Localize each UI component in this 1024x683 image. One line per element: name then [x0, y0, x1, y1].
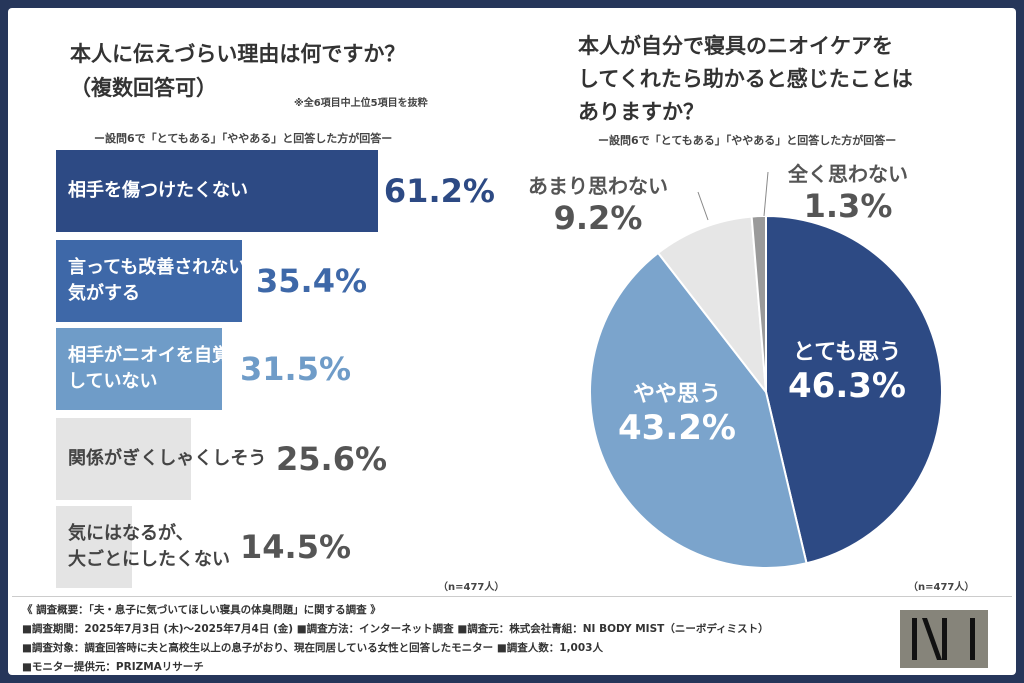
pie-label: やや思う 43.2%	[618, 376, 736, 448]
bar-label: 相手を傷つけたくない	[68, 178, 248, 204]
bar-label-line: 関係がぎくしゃくしそう	[68, 448, 267, 469]
pie-slice	[765, 214, 943, 565]
logo-mark	[912, 618, 975, 660]
bar-label: 関係がぎくしゃくしそう	[68, 446, 266, 472]
slice-value: 46.3%	[788, 366, 906, 406]
slice-value: 43.2%	[618, 408, 736, 448]
bar-label-line: 気にはなるが、	[68, 523, 194, 544]
bar-subtitle: ー設問6で「とてもある」「ややある」と回答した方が回答ー	[94, 132, 393, 145]
ni-logo	[900, 610, 988, 668]
pie-title-line: 本人が自分で寝具のニオイケアを	[578, 34, 893, 58]
bar-label-line: 相手がニオイを自覚	[68, 345, 230, 366]
footer-line: 《 調査概要：「夫・息子に気づいてほしい寝具の体臭問題」に関する調査 》	[22, 604, 381, 616]
bar-value-label: 31.5%	[240, 350, 352, 388]
bar	[56, 150, 378, 232]
slice-value: 9.2%	[553, 199, 643, 237]
pie-label: あまり思わない 9.2%	[528, 170, 668, 237]
bar-label: 言っても改善されない 気がする	[68, 255, 246, 307]
pie-subtitle: ー設問6で「とてもある」「ややある」と回答した方が回答ー	[598, 134, 897, 147]
bar-value-label: 61.2%	[383, 172, 495, 210]
divider	[12, 596, 1012, 597]
slice-name: 全く思わない	[788, 162, 908, 186]
pie-sample: （n=477人）	[908, 582, 975, 593]
footer-line: ■調査期間：2025年7月3日 (木)～2025年7月4日 (金) ■調査方法：…	[22, 623, 769, 635]
slice-value: 1.3%	[803, 187, 893, 225]
pie-slice	[589, 251, 808, 569]
bar-title-line1: 本人に伝えづらい理由は何ですか？	[70, 42, 406, 66]
infographic: 本人に伝えづらい理由は何ですか？ （複数回答可） ※全6項目中上位5項目を抜粋 …	[8, 8, 1016, 675]
bar-value-label: 25.6%	[276, 440, 388, 478]
bar-label-line: 気がする	[68, 283, 140, 304]
bar-title-line2: （複数回答可）	[70, 76, 217, 100]
bar	[56, 328, 222, 410]
pie-slice	[750, 214, 767, 393]
pie-slice	[656, 215, 768, 396]
bar	[56, 418, 191, 500]
slice-name: とても思う	[792, 340, 902, 365]
bar	[56, 506, 133, 588]
leader-line	[697, 191, 709, 221]
pie-title: 本人が自分で寝具のニオイケアを してくれたら助かると感じたことは ありますか？	[578, 30, 913, 129]
bar-label: 気にはなるが、大ごとにしたくない	[68, 521, 230, 573]
footer-line: ■モニター提供元：PRIZMAリサーチ	[22, 661, 204, 673]
slice-name: やや思う	[632, 382, 721, 407]
bar-value-label: 14.5%	[240, 528, 352, 566]
footer-line: ■調査対象：調査回答時に夫と高校生以上の息子がおり、現在同居している女性と回答し…	[22, 642, 603, 654]
slice-name: あまり思わない	[528, 174, 668, 198]
bar-label-line: していない	[68, 371, 158, 392]
bar-sample: （n=477人）	[438, 582, 505, 593]
bar-value-label: 35.4%	[256, 262, 368, 300]
pie-title-line: ありますか？	[578, 100, 704, 124]
pie-label: 全く思わない 1.3%	[788, 158, 908, 225]
bar-label: 相手がニオイを自覚 していない	[68, 343, 230, 395]
pie-label: とても思う 46.3%	[788, 334, 906, 406]
bar-label-line: 言っても改善されない	[68, 257, 247, 278]
bar-label-line: 相手を傷つけたくない	[68, 180, 248, 201]
pie-chart	[589, 171, 943, 569]
leader-line	[763, 171, 769, 217]
bar-label-line: 大ごとにしたくない	[68, 549, 230, 570]
bar-note: ※全6項目中上位5項目を抜粋	[294, 98, 428, 109]
bar	[56, 240, 243, 322]
pie-title-line: してくれたら助かると感じたことは	[578, 67, 913, 91]
